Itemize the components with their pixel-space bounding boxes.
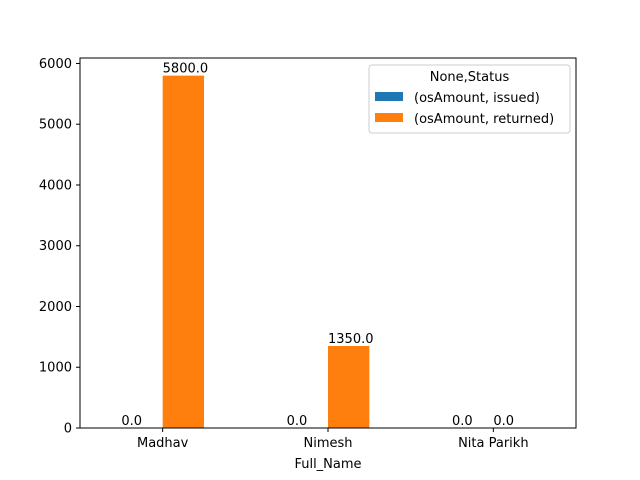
legend: None,Status (osAmount, issued) (osAmount… [368, 64, 571, 134]
data-label-nimesh-series-0: 0.0 [287, 414, 308, 429]
x-tick-label-madhav: Madhav [137, 436, 189, 451]
x-tick-label-nita-parikh: Nita Parikh [458, 436, 528, 451]
x-axis-title: Full_Name [294, 457, 361, 472]
y-tick-label-3000: 3000 [39, 239, 72, 254]
legend-label-issued: (osAmount, issued) [414, 91, 540, 106]
legend-label-returned: (osAmount, returned) [414, 112, 554, 127]
legend-swatch-issued [375, 92, 403, 101]
data-label-nita-parikh-series-0: 0.0 [452, 414, 473, 429]
x-tick-label-nimesh: Nimesh [303, 436, 352, 451]
y-tick-label-5000: 5000 [39, 118, 72, 133]
data-label-nita-parikh-series-1: 0.0 [493, 414, 514, 429]
legend-frame [368, 64, 571, 134]
bar-madhav-series-1 [162, 75, 204, 428]
y-tick-label-2000: 2000 [39, 300, 72, 315]
data-label-nimesh-series-1: 1350.0 [328, 332, 374, 347]
legend-title: None,Status [430, 70, 510, 85]
bar-nimesh-series-1 [328, 345, 370, 428]
y-tick-label-4000: 4000 [39, 178, 72, 193]
legend-swatch-returned [375, 113, 403, 122]
data-label-madhav-series-0: 0.0 [121, 414, 142, 429]
y-tick-label-6000: 6000 [39, 57, 72, 72]
y-tick-label-1000: 1000 [39, 361, 72, 376]
data-label-madhav-series-1: 5800.0 [163, 62, 209, 77]
y-tick-label-0: 0 [64, 422, 72, 437]
